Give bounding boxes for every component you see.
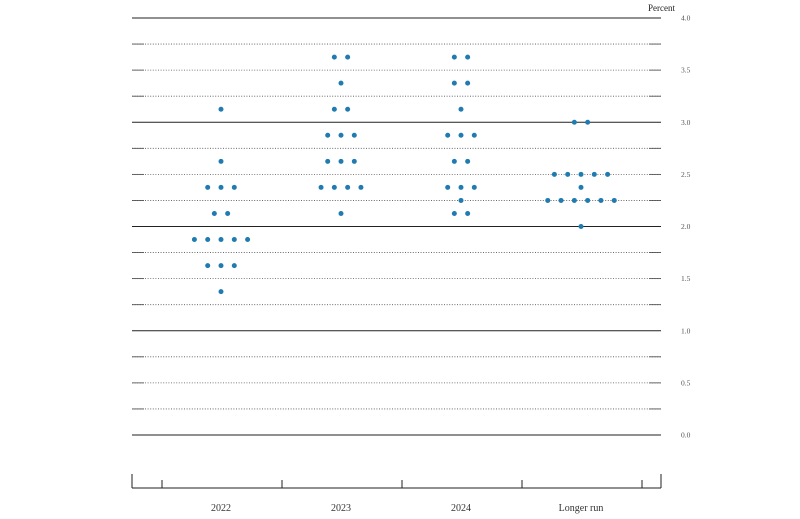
projection-dot: [218, 263, 224, 269]
projection-dot: [465, 158, 471, 164]
projection-dot: [571, 197, 577, 203]
projection-dot: [445, 132, 451, 138]
y-tick-label: 3.0: [681, 118, 691, 127]
projection-dot: [605, 171, 611, 177]
projection-dot: [205, 263, 211, 269]
projection-dot: [451, 210, 457, 216]
projection-dot: [458, 197, 464, 203]
projection-dot: [338, 158, 344, 164]
projection-dot: [571, 119, 577, 125]
y-tick-label: 1.0: [681, 326, 691, 335]
projection-dot: [565, 171, 571, 177]
projection-dot: [451, 158, 457, 164]
x-category-label: 2024: [451, 503, 471, 514]
projection-dot: [331, 106, 337, 112]
y-tick-label: 4.0: [681, 14, 691, 23]
projection-dot: [465, 80, 471, 86]
projection-dot: [205, 184, 211, 190]
projection-dot: [245, 237, 251, 243]
projection-dot: [205, 237, 211, 243]
axes: 0.0 0.5 1.0 1.5 2.0 2.5 3.0 3.5 4.0 2022 2023 2024 L…: [131, 14, 691, 514]
projection-dot: [191, 237, 197, 243]
y-tick-label: 1.5: [681, 274, 691, 283]
projection-dot: [585, 197, 591, 203]
projection-dot: [545, 197, 551, 203]
projection-dot: [551, 171, 557, 177]
projection-dot: [358, 184, 364, 190]
projection-dot: [218, 158, 224, 164]
y-tick-label: 3.5: [681, 66, 691, 75]
projection-dot: [558, 197, 564, 203]
projection-dot: [231, 184, 237, 190]
projection-dot: [465, 54, 471, 60]
projection-dot: [471, 132, 477, 138]
y-tick-label: 2.0: [681, 222, 691, 231]
projection-dot: [218, 237, 224, 243]
projection-dot: [471, 184, 477, 190]
projection-dot: [351, 132, 357, 138]
projection-dot: [325, 132, 331, 138]
projection-dot: [445, 184, 451, 190]
y-tick-label: 0.0: [681, 431, 691, 440]
x-category-label: 2023: [331, 503, 351, 514]
projection-dot: [578, 171, 584, 177]
projection-dot: [338, 80, 344, 86]
projection-dot: [591, 171, 597, 177]
projection-dot: [331, 54, 337, 60]
projection-dot: [218, 289, 224, 295]
projection-dot: [345, 54, 351, 60]
projection-dot: [611, 197, 617, 203]
projection-dot: [231, 263, 237, 269]
projection-dot: [578, 224, 584, 229]
projection-dot: [345, 184, 351, 190]
projection-dot: [218, 184, 224, 190]
projection-dot: [218, 106, 224, 112]
projection-dot: [338, 210, 344, 216]
projection-dot: [598, 197, 604, 203]
projection-dot: [451, 80, 457, 86]
projection-dot: [458, 132, 464, 138]
projection-dot: [345, 106, 351, 112]
projection-dot: [211, 210, 217, 216]
projection-dot: [225, 210, 231, 216]
x-category-label: 2022: [211, 503, 231, 514]
projection-dot: [338, 132, 344, 138]
x-category-label: Longer run: [559, 503, 604, 514]
projection-dot: [458, 184, 464, 190]
y-tick-label: 2.5: [681, 170, 691, 179]
dots: [191, 54, 617, 295]
projection-dot: [458, 106, 464, 112]
projection-dot: [451, 54, 457, 60]
projection-dot: [465, 210, 471, 216]
projection-dot: [318, 184, 324, 190]
projection-dot: [578, 184, 584, 190]
projection-dot: [351, 158, 357, 164]
projection-dot: [585, 119, 591, 125]
y-tick-label: 0.5: [681, 378, 691, 387]
projection-dot: [331, 184, 337, 190]
projection-dot: [325, 158, 331, 164]
y-axis-unit-label: Percent: [648, 3, 675, 13]
projection-dot: [231, 237, 237, 243]
